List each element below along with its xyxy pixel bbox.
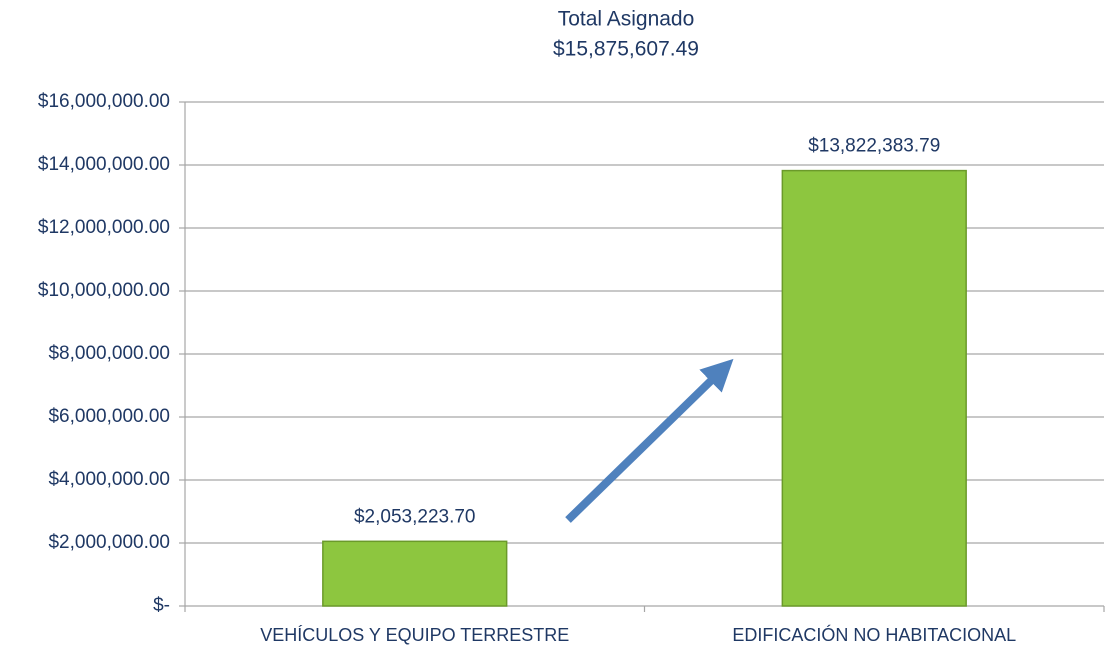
y-tick-label: $14,000,000.00 bbox=[38, 154, 170, 175]
y-tick-label: $2,000,000.00 bbox=[48, 532, 170, 553]
y-tick-label: $16,000,000.00 bbox=[38, 91, 170, 112]
x-tick-label: EDIFICACIÓN NO HABITACIONAL bbox=[732, 624, 1016, 645]
y-tick-label: $6,000,000.00 bbox=[48, 406, 170, 427]
chart-subtitle: $15,875,607.49 bbox=[553, 38, 699, 61]
plot-area: $- $2,000,000.00 $4,000,000.00 $6,000,000.0… bbox=[38, 91, 1105, 645]
bar bbox=[322, 540, 508, 607]
bar bbox=[781, 169, 967, 607]
y-tick-label: $- bbox=[153, 595, 170, 616]
y-tick-label: $12,000,000.00 bbox=[38, 217, 170, 238]
y-tick-label: $10,000,000.00 bbox=[38, 280, 170, 301]
x-tick-label: VEHÍCULOS Y EQUIPO TERRESTRE bbox=[260, 625, 569, 645]
value-label: $2,053,223.70 bbox=[354, 506, 476, 527]
arrow bbox=[565, 358, 734, 523]
chart-title: Total Asignado bbox=[558, 8, 695, 31]
y-tick-label: $8,000,000.00 bbox=[48, 343, 170, 364]
value-label: $13,822,383.79 bbox=[808, 136, 940, 157]
y-tick-label: $4,000,000.00 bbox=[48, 469, 170, 490]
